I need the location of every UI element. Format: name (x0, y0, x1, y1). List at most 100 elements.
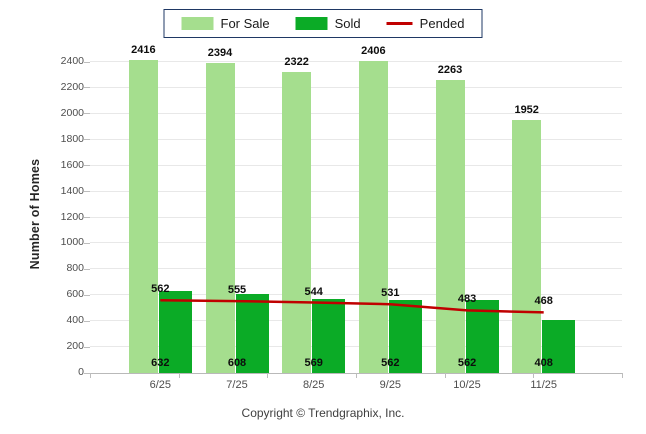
x-tick-mark (90, 373, 91, 378)
category-slot-7-25: 2394 608 555 7/25 (199, 47, 276, 391)
category-slot-8-25: 2322 569 544 8/25 (275, 55, 352, 391)
for-sale-value-label: 2263 (437, 63, 463, 76)
sold-value-label: 408 (534, 357, 553, 369)
bar-pair (275, 72, 352, 373)
gridline (90, 242, 622, 244)
y-tick-mark (84, 217, 90, 218)
gridline (90, 86, 622, 88)
y-axis-tick-label: 600 (66, 288, 84, 301)
gridline (90, 268, 622, 270)
legend: For Sale Sold Pended (163, 9, 483, 38)
x-axis-tick-label: 8/25 (302, 379, 325, 391)
y-axis-tick-label: 1600 (60, 158, 84, 171)
sold-value-label: 562 (457, 357, 477, 369)
legend-item-sold[interactable]: Sold (295, 16, 361, 31)
bar-pair (122, 59, 199, 373)
y-axis-tick-label: 200 (66, 340, 84, 353)
bar-for-sale[interactable] (435, 79, 465, 373)
y-axis-tick-label: 0 (78, 366, 84, 378)
pended-value-label: 483 (457, 293, 477, 306)
gridline (90, 164, 622, 166)
bar-pair (429, 79, 506, 373)
category-slot-10-25: 2263 562 483 10/25 (429, 55, 506, 391)
legend-swatch-icon (295, 17, 328, 30)
bar-pair (199, 62, 276, 373)
x-tick-mark (444, 373, 446, 378)
legend-label: Pended (419, 16, 465, 31)
y-tick-mark (84, 165, 90, 167)
pended-value-label: 468 (534, 295, 553, 308)
bar-sold[interactable] (542, 320, 576, 373)
x-axis-tick-label: 10/25 (453, 379, 481, 391)
y-axis-tick-label: 1800 (60, 132, 84, 145)
y-tick-mark (84, 87, 90, 89)
for-sale-value-label: 1952 (514, 104, 539, 117)
legend-label: Sold (334, 16, 361, 31)
y-axis-tick-label: 2400 (60, 55, 84, 67)
gridline (90, 320, 622, 322)
x-axis-tick-label: 6/25 (149, 379, 172, 391)
for-sale-value-label: 2406 (361, 45, 386, 58)
gridline (90, 61, 622, 62)
pended-value-label: 544 (304, 285, 323, 298)
legend-item-for-sale[interactable]: For Sale (181, 16, 270, 31)
bar-for-sale[interactable] (512, 120, 542, 373)
y-tick-mark (84, 242, 90, 244)
bar-for-sale[interactable] (128, 59, 158, 373)
y-tick-mark (84, 372, 90, 374)
for-sale-value-label: 2394 (207, 46, 233, 59)
bars-block: 2416 632 562 6/25 2394 608 555 7/25 2322 569 544 8/… (90, 44, 622, 391)
y-tick-mark (84, 268, 90, 270)
sold-value-label: 562 (381, 357, 400, 369)
gridline (90, 190, 622, 192)
bar-for-sale[interactable] (282, 72, 312, 373)
gridline (90, 294, 622, 296)
x-tick-mark (533, 373, 535, 378)
gridline (90, 138, 622, 140)
y-axis-tick-label: 1200 (60, 210, 84, 223)
y-axis-tick-label: 800 (66, 262, 84, 275)
x-tick-mark (356, 373, 357, 378)
sold-value-label: 608 (227, 357, 247, 369)
y-tick-mark (84, 113, 90, 115)
x-axis-tick-label: 11/25 (530, 379, 558, 391)
x-tick-mark (178, 373, 180, 378)
category-slot-11-25: 1952 408 468 11/25 (505, 55, 582, 391)
sold-value-label: 632 (151, 357, 170, 369)
category-slot-9-25: 2406 562 531 9/25 (352, 45, 429, 391)
category-slot-6-25: 2416 632 562 6/25 (122, 44, 199, 391)
sold-value-label: 569 (304, 357, 323, 369)
x-axis-tick-label: 7/25 (226, 379, 248, 391)
y-tick-mark (84, 191, 90, 193)
copyright-text: Copyright © Trendgraphix, Inc. (241, 406, 405, 420)
bar-pair (505, 120, 582, 373)
y-axis-tick-label: 400 (66, 314, 84, 327)
bar-for-sale[interactable] (205, 62, 235, 373)
y-axis-tick-label: 1400 (60, 184, 84, 197)
y-tick-mark (84, 346, 90, 348)
legend-label: For Sale (220, 16, 270, 31)
y-tick-mark (84, 61, 90, 63)
gridline (90, 112, 622, 114)
pended-value-label: 555 (227, 284, 247, 297)
y-tick-mark (84, 139, 90, 141)
y-axis-tick-label: 1000 (60, 236, 84, 249)
y-axis-tick-label: 2200 (60, 80, 84, 93)
x-tick-mark (267, 373, 269, 378)
for-sale-value-label: 2322 (284, 56, 309, 69)
bar-pair (352, 61, 429, 373)
legend-line-swatch-icon (386, 22, 413, 25)
y-axis-tick-label: 2000 (60, 106, 84, 119)
y-tick-mark (84, 294, 90, 296)
bar-for-sale[interactable] (358, 61, 388, 373)
gridline (90, 216, 622, 218)
plot-area: 0 200 400 600 800 1000 1200 1400 1600 1800 2000 220… (61, 44, 623, 391)
pended-value-label: 531 (381, 287, 400, 300)
legend-swatch-icon (181, 17, 214, 30)
legend-item-pended[interactable]: Pended (386, 16, 465, 31)
for-sale-value-label: 2416 (131, 43, 156, 56)
x-axis-tick-label: 9/25 (379, 379, 402, 391)
gridline (90, 346, 622, 348)
x-tick-mark (622, 373, 623, 378)
y-tick-mark (84, 320, 90, 322)
